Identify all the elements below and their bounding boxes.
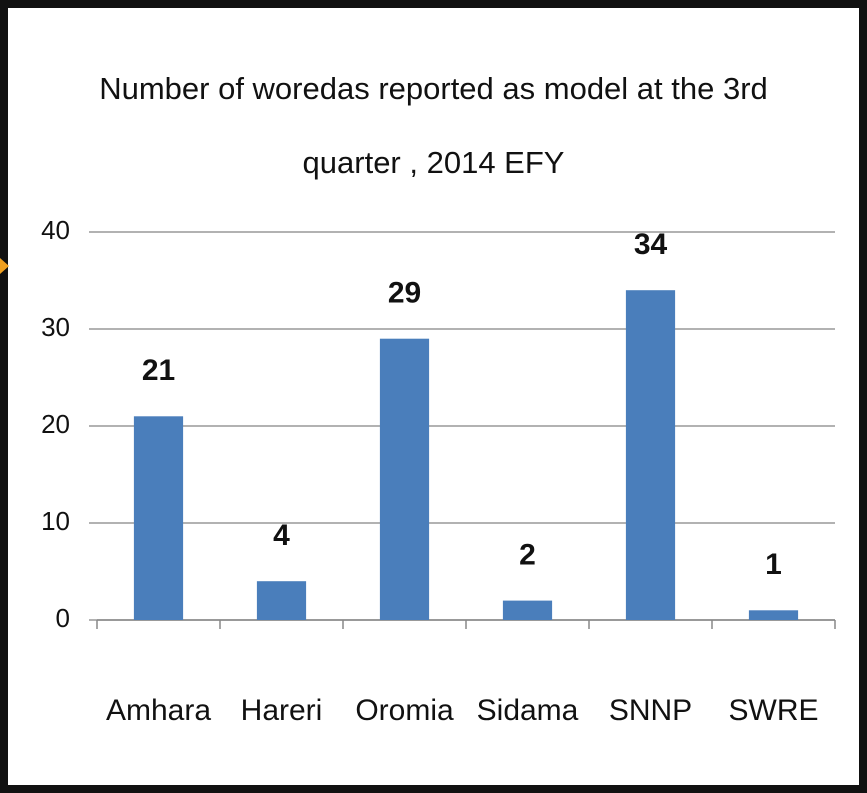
- data-label: 34: [634, 228, 668, 261]
- y-tick-label: 10: [41, 506, 70, 536]
- data-label: 1: [765, 548, 782, 581]
- x-tick-label: SWRE: [729, 694, 819, 727]
- bar: [502, 600, 553, 620]
- bar: [256, 581, 307, 620]
- bar: [625, 290, 676, 620]
- x-tick-label: Hareri: [241, 694, 323, 727]
- x-tick-label: Amhara: [106, 694, 211, 727]
- x-tick-label: Oromia: [355, 694, 454, 727]
- bar: [379, 338, 430, 620]
- chart-title: Number of woredas reported as model at t…: [99, 71, 768, 180]
- data-label: 21: [142, 354, 175, 387]
- bar: [748, 610, 799, 620]
- x-tick-label: Sidama: [477, 694, 579, 727]
- data-label: 2: [519, 539, 536, 572]
- y-tick-label: 40: [41, 215, 70, 245]
- y-tick-label: 0: [56, 603, 70, 633]
- arrow-marker: [0, 258, 9, 274]
- data-label: 29: [388, 277, 421, 310]
- y-tick-label: 20: [41, 409, 70, 439]
- y-tick-label: 30: [41, 312, 70, 342]
- bar: [133, 416, 184, 620]
- x-tick-label: SNNP: [609, 694, 692, 727]
- data-label: 4: [273, 519, 290, 552]
